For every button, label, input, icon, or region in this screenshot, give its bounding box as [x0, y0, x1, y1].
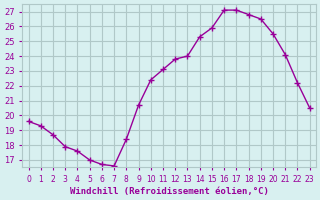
X-axis label: Windchill (Refroidissement éolien,°C): Windchill (Refroidissement éolien,°C)	[70, 187, 268, 196]
